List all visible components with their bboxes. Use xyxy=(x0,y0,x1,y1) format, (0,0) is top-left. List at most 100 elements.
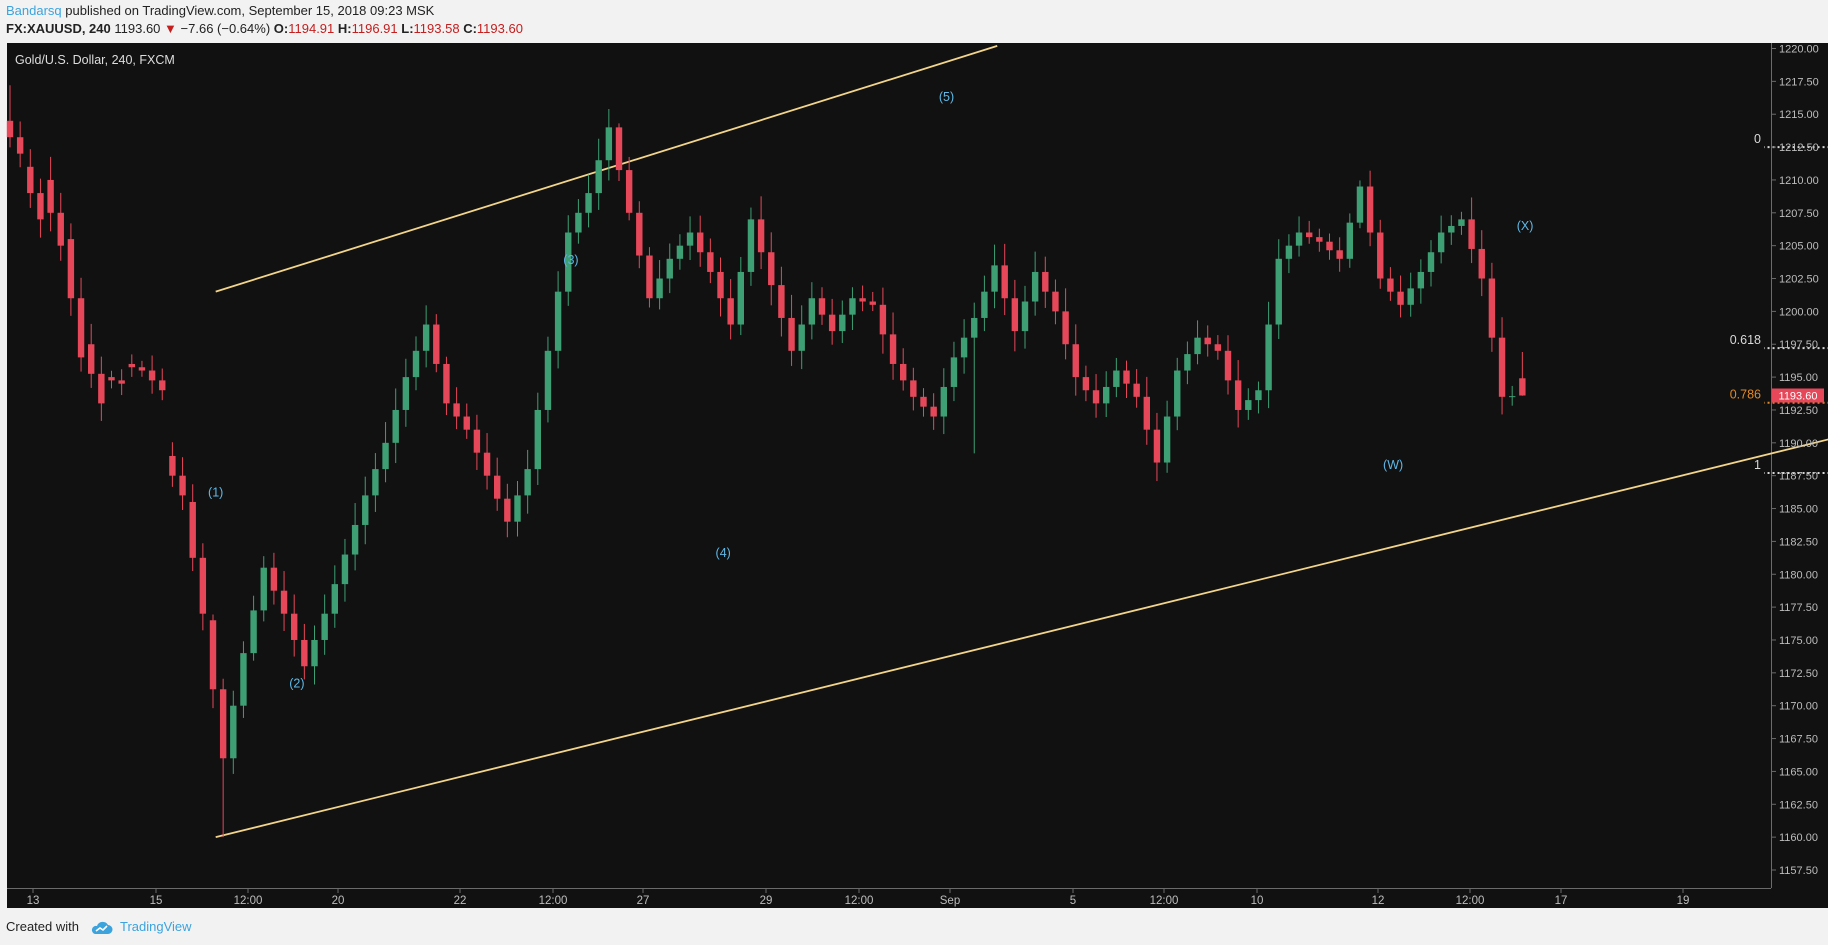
candle xyxy=(1407,272,1414,317)
close-value: 1193.60 xyxy=(476,21,523,36)
candle xyxy=(1417,259,1425,304)
candle xyxy=(1123,360,1130,398)
candle xyxy=(362,476,369,545)
candle xyxy=(1478,230,1485,297)
candle-body xyxy=(240,653,247,706)
candle xyxy=(16,121,24,168)
price-axis-label: 1205.00 xyxy=(1779,241,1819,253)
candle xyxy=(483,433,491,490)
candle xyxy=(1092,374,1100,418)
candle xyxy=(788,294,795,366)
candle-body xyxy=(798,324,805,351)
price-axis-label: 1195.00 xyxy=(1779,372,1818,384)
candle xyxy=(1427,240,1435,287)
candle-body xyxy=(1133,383,1140,397)
candle-body xyxy=(412,350,420,378)
candle-body xyxy=(1407,288,1414,305)
candle-body xyxy=(362,495,369,525)
price-axis-label: 1192.50 xyxy=(1779,405,1818,417)
candle xyxy=(839,300,846,343)
candle-body xyxy=(280,590,288,614)
candle-body xyxy=(128,363,135,368)
candle xyxy=(1387,267,1394,301)
candle xyxy=(118,369,125,396)
candle xyxy=(1031,251,1039,316)
candle-body xyxy=(1234,380,1242,410)
candle xyxy=(1062,288,1069,360)
price-axis-label: 1162.50 xyxy=(1779,799,1818,811)
candle-body xyxy=(118,380,125,384)
time-axis-label: 29 xyxy=(760,895,773,907)
candle-body xyxy=(331,584,338,614)
candle xyxy=(108,370,115,389)
candle-body xyxy=(646,255,653,299)
candle xyxy=(57,192,64,261)
candle xyxy=(1265,301,1272,409)
wave-label: (1) xyxy=(208,486,223,500)
candle xyxy=(1082,365,1090,402)
candle xyxy=(646,247,653,308)
plot-background xyxy=(7,43,1771,908)
candle xyxy=(321,594,328,655)
candle xyxy=(1103,371,1110,417)
candle-body xyxy=(727,298,734,325)
candle-body xyxy=(88,344,95,374)
candle-body xyxy=(1113,370,1120,387)
candle-body xyxy=(859,298,866,302)
price-axis-label: 1177.50 xyxy=(1779,602,1818,614)
candle xyxy=(1295,216,1303,257)
candle-body xyxy=(981,291,988,318)
symbol-label: FX:XAUUSD, 240 xyxy=(6,21,111,36)
candle xyxy=(6,85,14,148)
candle xyxy=(1437,215,1445,264)
candle-body xyxy=(1468,219,1475,249)
candle-body xyxy=(463,416,470,430)
candle-body xyxy=(1021,301,1029,332)
candle xyxy=(828,298,836,345)
candle xyxy=(1245,388,1252,420)
candle xyxy=(179,457,186,510)
candle-body xyxy=(1275,258,1282,325)
open-label: O: xyxy=(273,21,289,36)
candle-body xyxy=(1295,232,1303,246)
candle-body xyxy=(565,232,572,292)
time-axis-label: 10 xyxy=(1251,895,1264,907)
candle-body xyxy=(209,620,217,690)
candle xyxy=(1194,320,1201,365)
candle-body xyxy=(1427,252,1435,272)
wave-label: (5) xyxy=(939,90,954,104)
candle-body xyxy=(1488,278,1496,338)
candle-body xyxy=(717,271,724,299)
candle-body xyxy=(656,278,663,299)
time-axis-label: 12:00 xyxy=(539,895,568,907)
candle-body xyxy=(595,160,602,194)
candle xyxy=(1326,233,1333,260)
time-axis-label: 12:00 xyxy=(1456,895,1485,907)
candle xyxy=(1356,180,1364,229)
candle xyxy=(494,457,501,511)
time-axis-label: 12:00 xyxy=(1150,895,1179,907)
candle-body xyxy=(910,380,917,397)
candle-body xyxy=(372,469,379,496)
tradingview-link[interactable]: TradingView xyxy=(120,919,192,934)
candle-body xyxy=(453,403,460,417)
candle-body xyxy=(1377,232,1384,279)
author-name[interactable]: Bandarsq xyxy=(6,3,62,18)
candle xyxy=(219,678,227,838)
time-axis-label: 17 xyxy=(1555,895,1568,907)
candle xyxy=(859,285,866,312)
candle xyxy=(585,174,592,228)
candle xyxy=(250,595,257,661)
candle-body xyxy=(788,317,795,351)
candle-body xyxy=(1204,337,1211,345)
candle-body xyxy=(1143,396,1150,430)
candle xyxy=(260,556,267,622)
candle-body xyxy=(422,324,430,351)
price-axis-label: 1217.50 xyxy=(1779,76,1819,88)
candle xyxy=(1153,412,1161,482)
candle xyxy=(595,138,602,210)
price-axis-label: 1160.00 xyxy=(1779,832,1818,844)
candle xyxy=(1133,369,1140,408)
candle xyxy=(1174,357,1181,431)
